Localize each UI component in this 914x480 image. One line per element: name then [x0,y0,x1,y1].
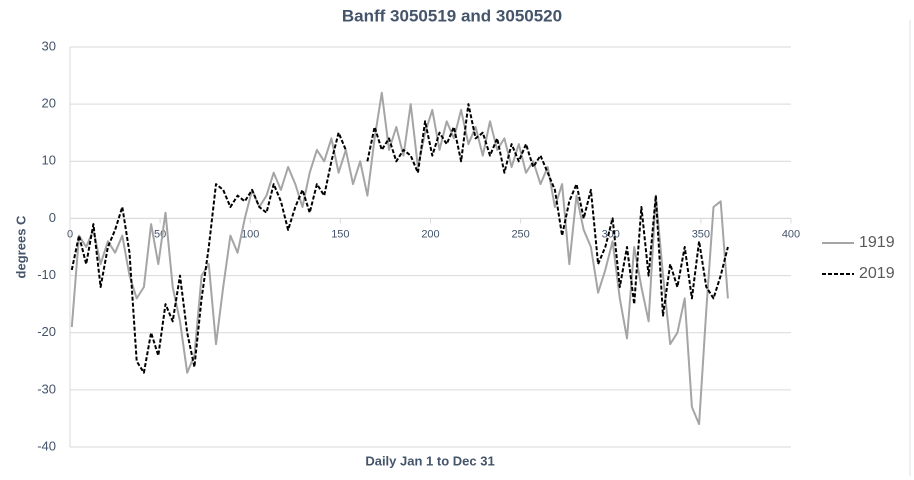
x-axis-label: Daily Jan 1 to Dec 31 [365,453,494,468]
y-tick-label: 10 [42,153,56,168]
x-tick-label: 50 [154,228,166,240]
x-tick-label: 0 [67,228,73,240]
legend-label: 2019 [859,265,895,282]
y-tick-label: 0 [49,210,56,225]
chart-title: Banff 3050519 and 3050520 [342,6,562,25]
x-tick-label: 100 [241,228,259,240]
x-tick-label: 350 [692,228,710,240]
x-tick-label: 200 [421,228,439,240]
y-tick-label: 30 [42,38,56,53]
x-tick-label: 300 [602,228,620,240]
legend-label: 1919 [859,234,895,251]
y-tick-label: -40 [37,438,56,453]
series-line [70,91,729,426]
x-tick-label: 250 [511,228,529,240]
x-tick-label: 400 [782,228,800,240]
y-axis-label: degrees C [13,215,28,278]
y-tick-label: -10 [37,267,56,282]
y-tick-label: -20 [37,324,56,339]
series-line [70,103,729,374]
y-tick-label: -30 [37,381,56,396]
y-tick-label: 20 [42,96,56,111]
x-tick-label: 150 [331,228,349,240]
